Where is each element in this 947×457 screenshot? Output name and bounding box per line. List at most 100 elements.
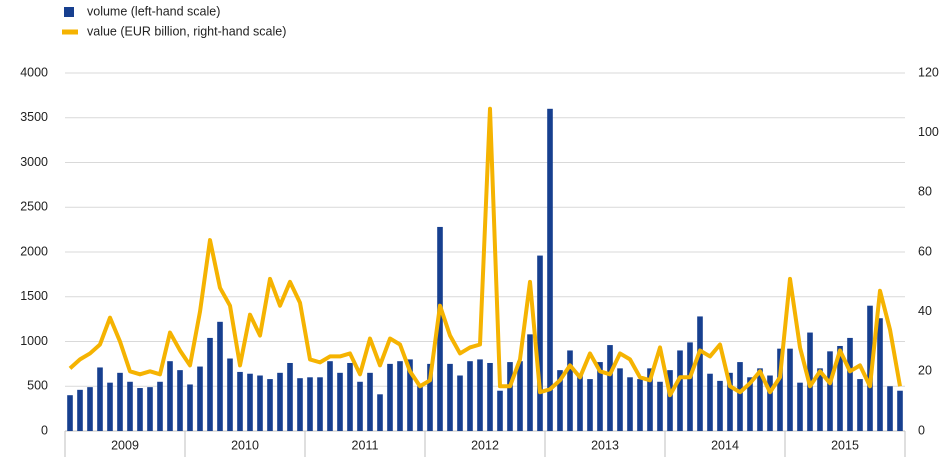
bar <box>257 375 263 431</box>
y2-tick-label: 60 <box>918 244 932 258</box>
bar <box>687 342 693 431</box>
bar <box>197 366 203 431</box>
bar <box>127 381 133 431</box>
bar <box>67 395 73 431</box>
bar <box>707 373 713 431</box>
bar <box>467 361 473 431</box>
bar <box>137 388 143 431</box>
line <box>68 106 902 398</box>
y-tick-label: 500 <box>27 379 48 393</box>
y2-tick-label: 80 <box>918 185 932 199</box>
y-tick-label: 4000 <box>20 65 48 79</box>
bar <box>307 377 313 431</box>
x-group-label: 2013 <box>591 438 619 452</box>
bar <box>577 375 583 431</box>
bar <box>397 361 403 431</box>
legend-label: volume (left-hand scale) <box>87 4 220 18</box>
bar <box>537 255 543 431</box>
bar <box>897 390 903 431</box>
bar <box>87 387 93 431</box>
bar <box>617 368 623 431</box>
bar <box>527 334 533 431</box>
bar <box>407 359 413 431</box>
bar <box>827 351 833 431</box>
bar <box>737 362 743 431</box>
bar <box>217 321 223 431</box>
bar <box>297 378 303 431</box>
y2-tick-label: 0 <box>918 423 925 437</box>
bar <box>547 108 553 432</box>
y-tick-label: 1500 <box>20 289 48 303</box>
bar <box>747 377 753 431</box>
bar <box>767 375 773 431</box>
bar <box>557 370 563 431</box>
bar <box>147 387 153 431</box>
bar <box>487 362 493 431</box>
bar <box>277 372 283 431</box>
bar <box>367 372 373 431</box>
bar <box>227 358 233 431</box>
bar <box>787 348 793 431</box>
bar <box>607 345 613 431</box>
bar <box>797 382 803 431</box>
y-tick-label: 3500 <box>20 110 48 124</box>
bar <box>567 350 573 431</box>
bar <box>837 345 843 431</box>
x-group-label: 2014 <box>711 438 739 452</box>
bar <box>267 379 273 431</box>
bar <box>627 377 633 431</box>
bar <box>287 362 293 431</box>
bar <box>177 370 183 431</box>
bar <box>117 372 123 431</box>
bar <box>427 363 433 431</box>
y2-tick-label: 20 <box>918 364 932 378</box>
bar <box>377 394 383 431</box>
bar <box>457 375 463 431</box>
y-tick-label: 3000 <box>20 155 48 169</box>
bar <box>507 362 513 431</box>
bar <box>877 318 883 431</box>
bar <box>667 370 673 431</box>
bar <box>847 337 853 431</box>
bar <box>677 350 683 431</box>
bar <box>77 389 83 431</box>
bar <box>437 226 443 431</box>
bar <box>387 363 393 431</box>
bar <box>657 381 663 431</box>
y2-tick-label: 120 <box>918 65 939 79</box>
bar <box>587 379 593 431</box>
legend-label: value (EUR billion, right-hand scale) <box>87 24 286 38</box>
y-tick-label: 0 <box>41 423 48 437</box>
x-group-label: 2010 <box>231 438 259 452</box>
bar <box>817 368 823 431</box>
bar <box>417 386 423 431</box>
bar <box>337 372 343 431</box>
bar <box>517 361 523 431</box>
bar <box>347 362 353 431</box>
bar <box>247 373 253 431</box>
bar <box>447 363 453 431</box>
bar <box>157 381 163 431</box>
x-group-label: 2011 <box>352 438 379 452</box>
y2-tick-label: 100 <box>918 125 939 139</box>
y-tick-label: 1000 <box>20 334 48 348</box>
bar <box>187 384 193 431</box>
x-group-label: 2009 <box>111 438 139 452</box>
bar <box>887 386 893 431</box>
y-tick-label: 2000 <box>20 244 48 258</box>
bar <box>757 368 763 431</box>
bar <box>357 381 363 431</box>
bar <box>637 379 643 431</box>
bar <box>237 371 243 431</box>
bar <box>857 379 863 431</box>
bar <box>777 348 783 431</box>
y-tick-label: 2500 <box>20 200 48 214</box>
y2-tick-label: 40 <box>918 304 932 318</box>
x-group-label: 2015 <box>831 438 859 452</box>
bar <box>647 368 653 431</box>
bar <box>477 359 483 431</box>
bar <box>497 390 503 431</box>
legend-swatch <box>64 7 74 17</box>
bar <box>317 377 323 431</box>
